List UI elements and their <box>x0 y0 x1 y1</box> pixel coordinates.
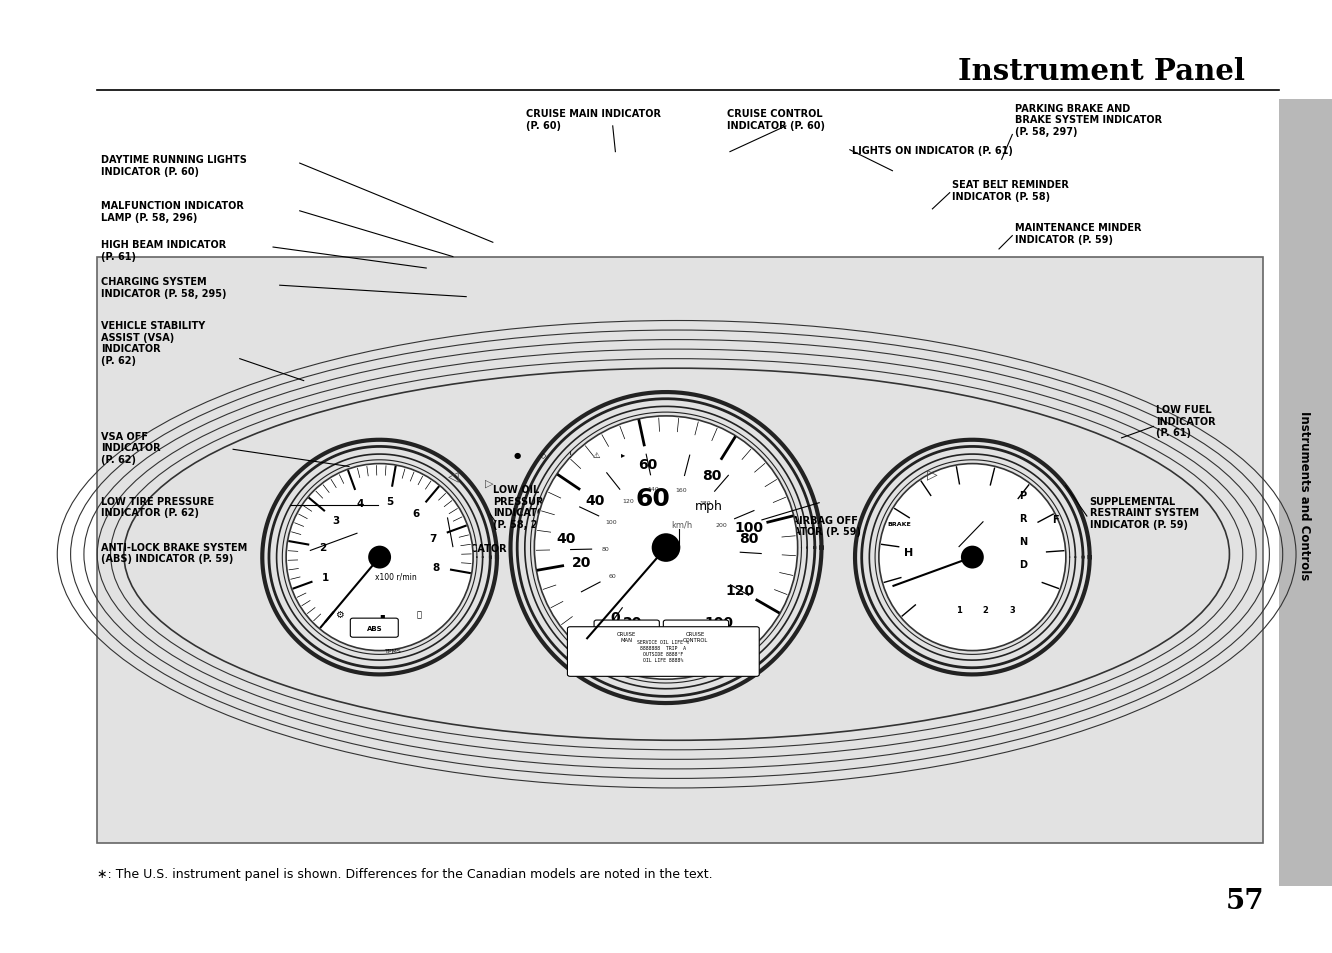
Text: N: N <box>1019 537 1027 546</box>
Text: 5: 5 <box>386 497 393 506</box>
Text: x100 r/min: x100 r/min <box>374 572 417 581</box>
Text: 60: 60 <box>635 486 670 511</box>
Ellipse shape <box>960 546 984 569</box>
Text: SERVICE OIL LIFE %
8888888  TRIP  A
OUTSIDE 8888°F
OIL LIFE 8888%: SERVICE OIL LIFE % 8888888 TRIP A OUTSID… <box>638 639 689 662</box>
Text: SUPPLEMENTAL
RESTRAINT SYSTEM
INDICATOR (P. 59): SUPPLEMENTAL RESTRAINT SYSTEM INDICATOR … <box>1090 497 1199 529</box>
Text: ▸: ▸ <box>621 450 626 459</box>
Ellipse shape <box>368 546 392 569</box>
Text: 80: 80 <box>739 532 758 545</box>
Bar <box>1279 100 1332 886</box>
Text: TPMS: TPMS <box>385 648 401 654</box>
Text: VSA OFF
INDICATOR
(P. 62): VSA OFF INDICATOR (P. 62) <box>101 432 161 464</box>
Text: LIGHTS ON INDICATOR (P. 61): LIGHTS ON INDICATOR (P. 61) <box>852 146 1014 155</box>
Text: LOW FUEL
INDICATOR
(P. 61): LOW FUEL INDICATOR (P. 61) <box>1156 405 1216 437</box>
Text: ⚠: ⚠ <box>593 450 601 459</box>
Text: CRUISE MAIN INDICATOR
(P. 60): CRUISE MAIN INDICATOR (P. 60) <box>526 110 661 131</box>
Text: R: R <box>1019 514 1027 523</box>
Text: ∗: The U.S. instrument panel is shown. Differences for the Canadian models are n: ∗: The U.S. instrument panel is shown. D… <box>97 867 713 881</box>
Text: LOW TIRE PRESSURE
INDICATOR (P. 62): LOW TIRE PRESSURE INDICATOR (P. 62) <box>101 497 214 517</box>
Ellipse shape <box>879 464 1066 651</box>
Text: 60: 60 <box>609 574 617 578</box>
Text: ▷: ▷ <box>927 467 938 480</box>
Text: 3: 3 <box>1010 605 1015 615</box>
Text: HIGH BEAM INDICATOR
(P. 61): HIGH BEAM INDICATOR (P. 61) <box>101 240 226 261</box>
Text: CHARGING SYSTEM
INDICATOR (P. 58, 295): CHARGING SYSTEM INDICATOR (P. 58, 295) <box>101 277 226 298</box>
Text: mph: mph <box>695 499 722 513</box>
Text: 2: 2 <box>320 542 326 553</box>
Bar <box>97 257 1263 843</box>
Text: MALFUNCTION INDICATOR
LAMP (P. 58, 296): MALFUNCTION INDICATOR LAMP (P. 58, 296) <box>101 201 244 222</box>
Text: 100: 100 <box>705 616 734 629</box>
Text: P: P <box>1019 491 1027 500</box>
Text: ANTI-LOCK BRAKE SYSTEM
(ABS) INDICATOR (P. 59): ANTI-LOCK BRAKE SYSTEM (ABS) INDICATOR (… <box>101 542 248 563</box>
Text: !: ! <box>569 450 571 459</box>
Text: 2: 2 <box>983 605 988 615</box>
Text: VEHICLE STABILITY
ASSIST (VSA)
INDICATOR
(P. 62): VEHICLE STABILITY ASSIST (VSA) INDICATOR… <box>101 321 205 365</box>
Text: 20: 20 <box>571 556 591 570</box>
FancyBboxPatch shape <box>663 620 729 653</box>
Ellipse shape <box>534 416 798 679</box>
FancyBboxPatch shape <box>567 627 759 677</box>
Text: ●: ● <box>513 450 521 459</box>
Text: CRUISE
CONTROL: CRUISE CONTROL <box>683 631 707 642</box>
Text: 200: 200 <box>715 522 727 527</box>
Text: 60: 60 <box>638 457 658 471</box>
Text: ▪: ▪ <box>380 610 385 619</box>
Text: BRAKE: BRAKE <box>887 521 911 527</box>
Text: ▷: ▷ <box>485 478 493 488</box>
Text: 180: 180 <box>699 500 711 505</box>
Text: D: D <box>1019 559 1027 569</box>
Text: 80: 80 <box>702 468 721 482</box>
Text: 4: 4 <box>357 498 364 509</box>
Text: DAYTIME RUNNING LIGHTS
INDICATOR (P. 60): DAYTIME RUNNING LIGHTS INDICATOR (P. 60) <box>101 155 248 176</box>
Text: 57: 57 <box>1227 887 1264 914</box>
Text: 40: 40 <box>557 532 575 545</box>
Text: SIDE AIRBAG OFF
INDICATOR (P. 59): SIDE AIRBAG OFF INDICATOR (P. 59) <box>763 516 862 537</box>
Text: 120: 120 <box>726 584 755 598</box>
Text: 40: 40 <box>585 493 605 507</box>
Text: 20: 20 <box>623 616 642 629</box>
Text: 80: 80 <box>602 547 610 552</box>
Text: DOOR AND TAILGATE
OPEN INDICATOR (P. 61): DOOR AND TAILGATE OPEN INDICATOR (P. 61) <box>634 544 766 565</box>
Text: 7: 7 <box>430 533 437 543</box>
Text: ABS: ABS <box>366 625 382 631</box>
Text: 8: 8 <box>433 562 440 573</box>
Text: ⚙: ⚙ <box>336 610 344 619</box>
Text: Instruments and Controls: Instruments and Controls <box>1299 411 1311 580</box>
Text: 1: 1 <box>322 572 329 582</box>
Text: TPMS INDICATOR
(P. 63): TPMS INDICATOR (P. 63) <box>413 544 506 565</box>
Text: 0: 0 <box>610 610 621 624</box>
FancyBboxPatch shape <box>594 620 659 653</box>
Ellipse shape <box>651 534 681 562</box>
Text: H: H <box>904 548 912 558</box>
Text: IMMOBILIZER SYSTEM
INDICATOR (P. 60): IMMOBILIZER SYSTEM INDICATOR (P. 60) <box>896 544 1016 565</box>
Text: 🔧: 🔧 <box>417 610 422 619</box>
Text: 6: 6 <box>413 509 420 518</box>
Text: CRUISE
MAN: CRUISE MAN <box>617 631 635 642</box>
FancyBboxPatch shape <box>350 618 398 638</box>
Text: 160: 160 <box>675 487 687 493</box>
Text: LOW OIL
PRESSURE
INDICATOR
(P. 58, 295): LOW OIL PRESSURE INDICATOR (P. 58, 295) <box>493 485 555 529</box>
Text: 100: 100 <box>735 520 763 535</box>
Text: ◇: ◇ <box>541 450 546 459</box>
Text: 3: 3 <box>332 516 340 526</box>
Text: CRUISE CONTROL
INDICATOR (P. 60): CRUISE CONTROL INDICATOR (P. 60) <box>727 110 826 131</box>
Text: SEAT BELT REMINDER
INDICATOR (P. 58): SEAT BELT REMINDER INDICATOR (P. 58) <box>952 180 1070 201</box>
Text: ◁: ◁ <box>448 469 458 482</box>
Text: 120: 120 <box>665 639 694 653</box>
Text: F: F <box>1052 515 1058 524</box>
Text: 100: 100 <box>606 520 618 525</box>
Text: 140: 140 <box>647 487 659 492</box>
Text: km/h: km/h <box>671 519 693 529</box>
Text: 120: 120 <box>623 498 634 503</box>
Ellipse shape <box>286 464 473 651</box>
Text: PARKING BRAKE AND
BRAKE SYSTEM INDICATOR
(P. 58, 297): PARKING BRAKE AND BRAKE SYSTEM INDICATOR… <box>1015 104 1162 136</box>
Text: 1: 1 <box>956 605 962 615</box>
Text: MAINTENANCE MINDER
INDICATOR (P. 59): MAINTENANCE MINDER INDICATOR (P. 59) <box>1015 223 1142 244</box>
Text: Instrument Panel: Instrument Panel <box>959 57 1245 86</box>
